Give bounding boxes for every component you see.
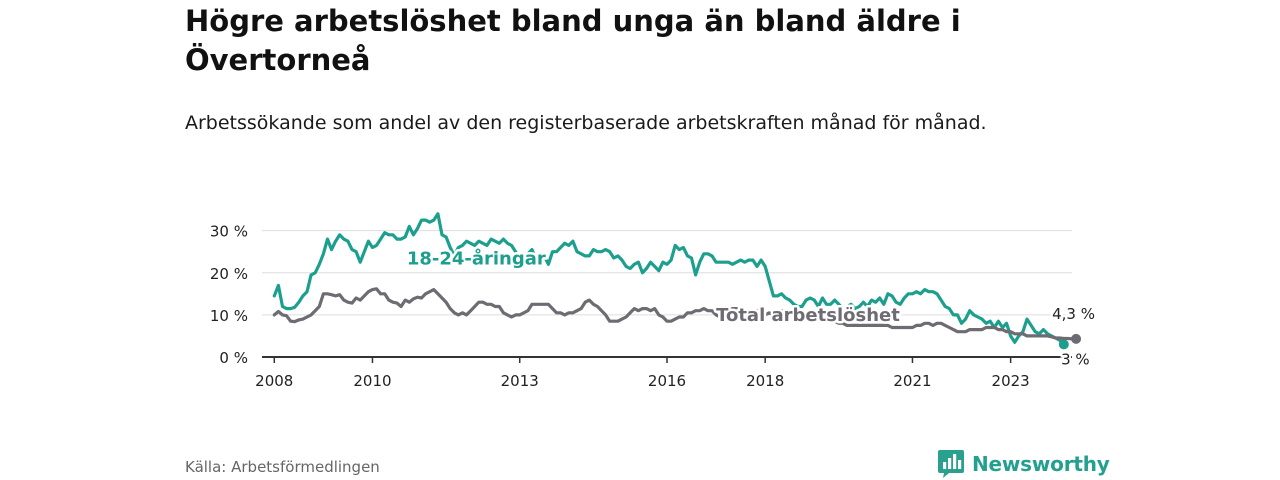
newsworthy-logo-icon <box>938 450 964 478</box>
series-labels: 18-24-åringar Total arbetslöshet 4,3 % 3 % <box>404 245 1097 371</box>
y-axis-ticks: 0 % 10 % 20 % 30 % <box>210 223 248 367</box>
chart-subtitle: Arbetssökande som andel av den registerb… <box>185 112 987 134</box>
source-note: Källa: Arbetsförmedlingen <box>185 458 380 476</box>
series-label-youth: 18-24-åringar <box>407 247 546 269</box>
brand-logo: Newsworthy <box>937 449 1110 479</box>
total-end-label: 4,3 % <box>1052 305 1095 323</box>
total-end-point <box>1071 333 1082 344</box>
x-tick-label: 2008 <box>255 372 293 390</box>
line-chart: 0 % 10 % 20 % 30 % 2008 2010 2013 2016 2018 2021… <box>210 212 1097 390</box>
gridlines <box>262 230 1072 316</box>
x-tick-label: 2010 <box>353 372 391 390</box>
y-tick-label: 0 % <box>219 349 248 367</box>
youth-end-point <box>1058 339 1069 350</box>
x-tick-label: 2016 <box>648 372 686 390</box>
y-tick-label: 10 % <box>210 307 248 325</box>
y-tick-label: 20 % <box>210 265 248 283</box>
chart-title: Högre arbetslöshet bland unga än bland ä… <box>185 4 961 77</box>
series-lines <box>272 212 1082 350</box>
youth-end-label: 3 % <box>1061 350 1090 368</box>
x-tick-label: 2021 <box>893 372 931 390</box>
series-line-total <box>272 287 1078 341</box>
x-tick-label: 2013 <box>501 372 539 390</box>
brand-name: Newsworthy <box>972 452 1110 476</box>
series-label-total: Total arbetslöshet <box>716 305 900 326</box>
series-line-youth <box>272 212 1066 346</box>
x-tick-label: 2018 <box>746 372 784 390</box>
x-axis: 2008 2010 2013 2016 2018 2021 2023 <box>255 356 1072 390</box>
y-tick-label: 30 % <box>210 223 248 241</box>
x-tick-label: 2023 <box>992 372 1030 390</box>
